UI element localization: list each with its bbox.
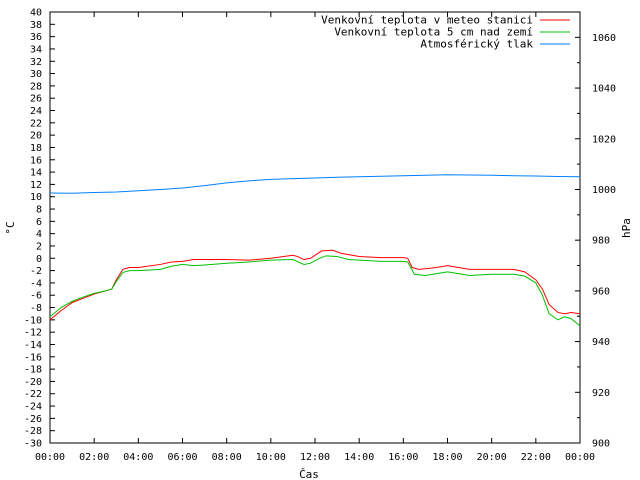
legend-label-3: Atmosférický tlak	[420, 38, 533, 51]
y-left-tick-label: 40	[30, 8, 42, 19]
y-left-tick-label: 16	[30, 155, 42, 166]
series-line-1	[49, 249, 581, 321]
y-left-tick-label: -26	[24, 414, 42, 425]
y-left-tick-label: 14	[30, 168, 42, 179]
y-right-tick-label: 1060	[592, 33, 616, 44]
y-left-tick-label: -8	[30, 303, 42, 314]
y-left-tick-label: -10	[24, 315, 42, 326]
y-left-tick-label: 20	[30, 131, 42, 142]
y-left-tick-label: 24	[30, 106, 42, 117]
x-tick-label: 10:00	[256, 452, 286, 463]
x-tick-label: 00:00	[35, 452, 65, 463]
y-left-axis-label: °C	[4, 221, 17, 234]
y-right-tick-label: 1020	[592, 134, 616, 145]
y-left-tick-label: -16	[24, 352, 42, 363]
y-left-tick-label: 22	[30, 118, 42, 129]
y-left-tick-label: 28	[30, 81, 42, 92]
series-line-3	[49, 174, 581, 194]
legend-label-2: Venkovní teplota 5 cm nad zemí	[334, 26, 533, 39]
y-left-tick-label: -22	[24, 389, 42, 400]
legend: Venkovní teplota v meteo staniciVenkovní…	[321, 14, 570, 51]
y-left-tick-label: 30	[30, 69, 42, 80]
series-line-2	[49, 255, 581, 327]
y-left-tick-label: -2	[30, 266, 42, 277]
y-left-tick-label: 8	[36, 205, 42, 216]
series-layer	[49, 174, 581, 327]
y-left-tick-label: 34	[30, 44, 42, 55]
y-left-tick-label: -6	[30, 291, 42, 302]
x-tick-label: 16:00	[388, 452, 418, 463]
y-left-tick-label: 2	[36, 241, 42, 252]
x-tick-label: 18:00	[432, 452, 462, 463]
y-right-tick-label: 1040	[592, 84, 616, 95]
y-left-tick-label: -14	[24, 340, 42, 351]
x-tick-label: 22:00	[521, 452, 551, 463]
y-left-tick-label: -4	[30, 278, 42, 289]
y-left-tick-label: 4	[36, 229, 42, 240]
y-right-tick-label: 980	[592, 236, 610, 247]
legend-label-1: Venkovní teplota v meteo stanici	[321, 14, 533, 27]
x-tick-label: 08:00	[212, 452, 242, 463]
x-axis-label: Čas	[299, 468, 319, 480]
y-left-tick-label: 0	[36, 254, 42, 265]
y-left-tick-label: -28	[24, 426, 42, 437]
y-left-tick-label: -18	[24, 365, 42, 376]
y-right-tick-label: 960	[592, 286, 610, 297]
x-tick-label: 06:00	[167, 452, 197, 463]
y-left-tick-label: -30	[24, 439, 42, 450]
axes-layer: -30-28-26-24-22-20-18-16-14-12-10-8-6-4-…	[24, 8, 616, 464]
y-right-tick-label: 1000	[592, 185, 616, 196]
y-right-tick-label: 920	[592, 388, 610, 399]
x-tick-label: 20:00	[477, 452, 507, 463]
y-right-tick-label: 940	[592, 337, 610, 348]
y-left-tick-label: -20	[24, 377, 42, 388]
x-tick-label: 02:00	[79, 452, 109, 463]
y-left-tick-label: 6	[36, 217, 42, 228]
y-left-tick-label: 12	[30, 180, 42, 191]
y-left-tick-label: 18	[30, 143, 42, 154]
y-left-tick-label: 10	[30, 192, 42, 203]
y-left-tick-label: 26	[30, 94, 42, 105]
y-right-axis-label: hPa	[620, 218, 633, 238]
x-tick-label: 12:00	[300, 452, 330, 463]
x-tick-label: 14:00	[344, 452, 374, 463]
x-tick-label: 00:00	[565, 452, 595, 463]
x-tick-label: 04:00	[123, 452, 153, 463]
y-left-tick-label: 32	[30, 57, 42, 68]
y-right-tick-label: 900	[592, 439, 610, 450]
y-left-tick-label: 36	[30, 32, 42, 43]
y-left-tick-label: -12	[24, 328, 42, 339]
y-left-tick-label: -24	[24, 402, 42, 413]
y-left-tick-label: 38	[30, 20, 42, 31]
